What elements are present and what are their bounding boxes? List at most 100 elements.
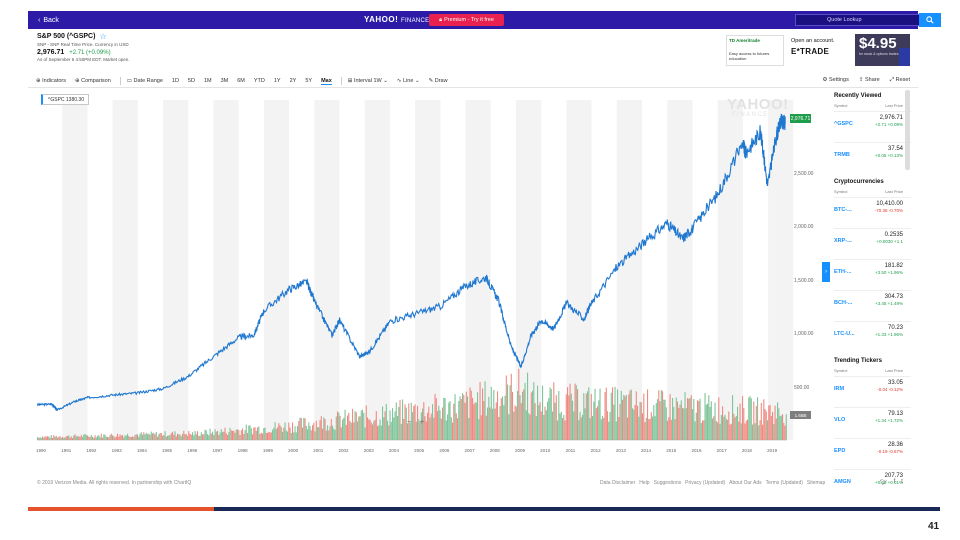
volume-bar <box>485 415 487 440</box>
facebook-icon[interactable]: f <box>893 479 896 485</box>
crypto-row[interactable]: LTC-U... 70.23 +1.33 +1.96% <box>834 321 911 352</box>
volume-bar <box>285 430 287 440</box>
ticker-symbol[interactable]: ^GSPC <box>834 121 853 127</box>
search-input[interactable]: Quote Lookup <box>795 14 920 26</box>
price-chart[interactable]: YAHOO! FINANCE ^GSPC 1380.30 2,976.71 1.… <box>36 90 830 460</box>
share-button[interactable]: ⇪ Share <box>858 77 880 83</box>
ad-etrade[interactable]: Open an account. E*TRADE <box>788 35 852 66</box>
volume-bar <box>424 416 426 440</box>
volume-bar <box>690 395 692 440</box>
ticker-symbol[interactable]: IRM <box>834 386 845 392</box>
trending-row[interactable]: VLO 79.13 +1.34 +1.72% <box>834 407 911 438</box>
back-button[interactable]: ‹ Back <box>38 17 59 24</box>
crypto-row[interactable]: XRP-... 0.2535 +0.0030 +1.1 <box>834 228 911 259</box>
range-1m[interactable]: 1M <box>203 78 212 84</box>
tumblr-icon[interactable]: t <box>901 479 903 485</box>
settings-button[interactable]: ⚙ Settings <box>822 77 849 83</box>
ticker-symbol[interactable]: BTC-... <box>834 207 852 213</box>
ticker-symbol[interactable]: BCH-... <box>834 300 853 306</box>
trending-row[interactable]: AMGN 207.73 +0.00 +0.01% <box>834 469 911 500</box>
trending-row[interactable]: EPD 28.36 -0.19 -0.67% <box>834 438 911 469</box>
x-tick-label: 2017 <box>716 448 727 453</box>
star-icon[interactable]: ☆ <box>99 32 107 41</box>
volume-bar <box>719 423 721 440</box>
volume-bar <box>414 404 416 440</box>
ticker-symbol[interactable]: EPD <box>834 448 846 454</box>
indicators-button[interactable]: ⊕ Indicators <box>36 78 66 84</box>
volume-bar <box>595 408 597 440</box>
footer-link[interactable]: Data Disclaimer <box>600 480 636 486</box>
volume-bar <box>294 426 296 440</box>
draw-button[interactable]: ✎ Draw <box>428 78 448 84</box>
yahoo-finance-logo[interactable]: YAHOO! FINANCE <box>364 15 429 24</box>
zoom-out-button[interactable]: − <box>407 417 412 426</box>
ticker-price: 10,410.00 <box>876 201 903 207</box>
sidebar-scrollbar[interactable] <box>905 90 910 170</box>
volume-bar <box>134 435 136 440</box>
range-ytd[interactable]: YTD <box>253 78 265 84</box>
footer-link[interactable]: Privacy (Updated) <box>685 480 726 486</box>
date-range-button[interactable]: ▭ Date Range <box>126 78 163 84</box>
top-nav-bar: ‹ Back YAHOO! FINANCE 🔒︎ Premium - Try i… <box>28 11 941 29</box>
range-max[interactable]: Max <box>321 77 332 85</box>
volume-bar <box>88 436 90 440</box>
volume-bar <box>554 402 556 440</box>
range-5y[interactable]: 5Y <box>305 78 313 84</box>
recently_viewed-row[interactable]: ^GSPC 2,976.71 +2.71 +0.09% <box>834 111 911 142</box>
footer-link[interactable]: Sitemap <box>806 480 826 486</box>
footer-link[interactable]: Terms (Updated) <box>765 480 803 486</box>
ticker-symbol[interactable]: TRMB <box>834 152 850 158</box>
ticker-symbol[interactable]: ETH-... <box>834 269 852 275</box>
range-6m[interactable]: 6M <box>237 78 245 84</box>
volume-bar <box>655 403 657 440</box>
volume-bar <box>59 436 61 440</box>
interval-button[interactable]: ⊞ Interval 1W ⌄ <box>347 78 388 84</box>
recently_viewed-row[interactable]: TRMB 37.54 +0.05 +0.13% <box>834 142 911 173</box>
reset-button[interactable]: ⤢ Reset <box>889 77 910 83</box>
volume-bar <box>135 434 137 440</box>
footer-link[interactable]: Suggestions <box>653 480 682 486</box>
volume-bar <box>260 432 262 440</box>
range-1y[interactable]: 1Y <box>273 78 281 84</box>
range-2y[interactable]: 2Y <box>289 78 297 84</box>
zoom-in-button[interactable]: + <box>419 417 425 426</box>
crypto-row[interactable]: BCH-... 304.73 +3.45 +1.49% <box>834 290 911 321</box>
volume-bar <box>614 386 616 440</box>
ad-price-promo[interactable]: $4.95 for stock & options trades <box>855 34 910 66</box>
search-button[interactable] <box>919 13 941 27</box>
crypto-row[interactable]: BTC-... 10,410.00 -70.35 -0.70% <box>834 197 911 228</box>
footer-link[interactable]: Help <box>639 480 650 486</box>
volume-bar <box>268 432 270 440</box>
volume-bar <box>465 391 467 440</box>
line-type-button[interactable]: ∿ Line ⌄ <box>396 78 420 84</box>
ad-td-ameritrade[interactable]: TD Ameritrade Easy access to futures edu… <box>726 35 784 66</box>
volume-bar <box>145 432 147 440</box>
volume-bar <box>757 397 759 440</box>
comparison-button[interactable]: ⊕ Comparison <box>75 78 111 84</box>
volume-bar <box>632 408 634 440</box>
chart-legend[interactable]: ^GSPC 1380.30 <box>41 94 89 105</box>
ticker-symbol[interactable]: AMGN <box>834 479 851 485</box>
volume-bar <box>244 430 246 440</box>
crypto-row[interactable]: ETH-... 181.82 +3.50 +1.96% <box>834 259 911 290</box>
range-5d[interactable]: 5D <box>187 78 195 84</box>
trending-row[interactable]: IRM 33.05 -0.04 -0.12% <box>834 376 911 407</box>
volume-bar <box>744 423 746 440</box>
range-1d[interactable]: 1D <box>171 78 179 84</box>
range-3m[interactable]: 3M <box>220 78 229 84</box>
premium-button[interactable]: 🔒︎ Premium - Try it free <box>429 14 504 26</box>
volume-bar <box>569 383 571 440</box>
footer-link[interactable]: About Our Ads <box>729 480 762 486</box>
volume-bar <box>329 426 331 440</box>
volume-bar <box>217 430 219 440</box>
expand-sidebar-button[interactable]: › <box>822 262 830 282</box>
volume-bar <box>242 428 244 440</box>
volume-bar <box>143 432 145 440</box>
volume-bar <box>402 399 404 440</box>
ticker-symbol[interactable]: LTC-U... <box>834 331 855 337</box>
twitter-icon[interactable]: 🐦︎ <box>880 480 888 486</box>
last-price-tag: 2,976.71 <box>790 114 811 123</box>
ticker-symbol[interactable]: VLO <box>834 417 846 423</box>
ticker-symbol[interactable]: XRP-... <box>834 238 852 244</box>
